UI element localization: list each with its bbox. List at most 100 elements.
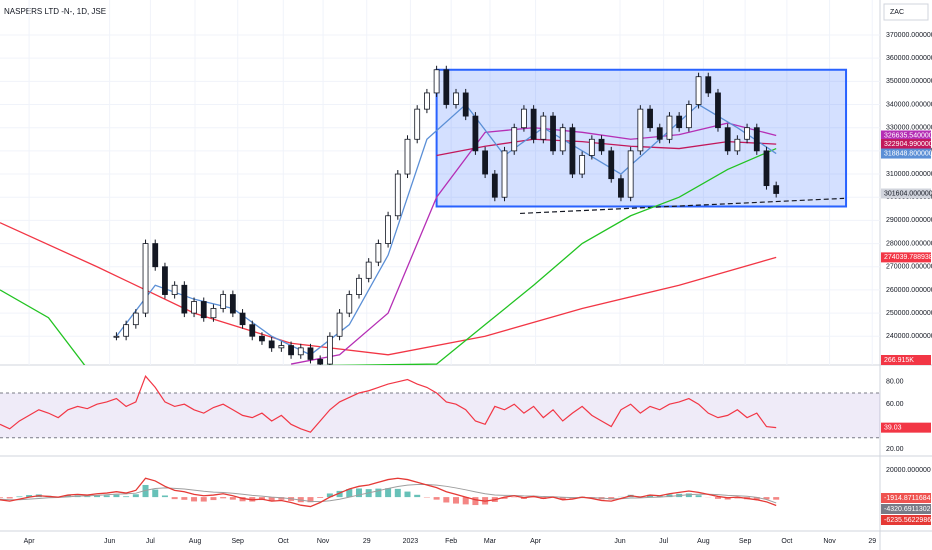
histogram-bar [355, 488, 362, 498]
y-tick-label: 280000.0000000 [886, 240, 932, 247]
x-tick-label: Apr [24, 538, 36, 545]
candle-body [637, 108, 644, 152]
histogram-bar [278, 497, 285, 500]
candle-body [239, 312, 246, 326]
candle-body [472, 115, 479, 152]
histogram-bar [414, 494, 421, 498]
value-tag-label: -4320.6911302 [884, 506, 931, 513]
candle-body [123, 324, 130, 337]
candle-body [530, 108, 537, 140]
histogram-bar [501, 497, 508, 499]
candle-body [482, 150, 489, 175]
candle-body [559, 127, 566, 152]
candle-body [336, 312, 343, 337]
histogram-bar [346, 489, 353, 498]
histogram-bar [16, 496, 23, 498]
x-tick-label: Oct [278, 538, 289, 545]
histogram-bar [472, 497, 479, 506]
value-tag [881, 188, 931, 199]
candle-body [744, 127, 750, 140]
x-tick-label: Nov [317, 538, 330, 545]
y-tick-label: 350000.0000000 [886, 78, 932, 85]
macd-pane [0, 477, 780, 508]
value-tag [881, 504, 931, 514]
macd-tick-label: 20000.000000 [886, 467, 931, 474]
candle-body [773, 185, 780, 194]
currency: ZAC [890, 9, 904, 16]
candle-body [521, 108, 527, 129]
candle-body [424, 92, 430, 110]
histogram-bar [462, 497, 469, 505]
candle-body [647, 108, 653, 129]
histogram-bar [685, 493, 692, 498]
histogram-bar [161, 495, 168, 498]
candle-body [695, 76, 702, 105]
rsi-tick-label: 20.00 [886, 446, 904, 453]
candle-body [385, 215, 391, 244]
histogram-bar [453, 497, 460, 504]
candle-body [763, 150, 770, 187]
y-tick-label: 370000.0000000 [886, 32, 932, 39]
histogram-bar [113, 494, 120, 498]
moving-average [115, 103, 777, 356]
y-tick-label: 340000.0000000 [886, 101, 932, 108]
candle-body [579, 155, 586, 175]
candle-body [326, 335, 333, 365]
candle-body [453, 92, 459, 105]
candle-body [666, 115, 673, 140]
axes: 370000.0000000 360000.0000000 350000.00000… [24, 32, 932, 545]
x-tick-label: Apr [530, 538, 542, 545]
candle-body [220, 294, 227, 309]
histogram-bar [6, 497, 13, 499]
x-tick-label: 29 [363, 538, 371, 545]
histogram-bar [220, 497, 227, 499]
candle-body [356, 277, 362, 295]
value-tag-label: 39.03 [884, 424, 902, 431]
histogram-bar [443, 497, 450, 503]
candle-body [152, 243, 159, 268]
histogram-bar [268, 497, 275, 502]
chart-title: NASPERS LTD -N-, 1D, JSE [4, 7, 106, 16]
y-tick-label: 240000.0000000 [886, 333, 932, 340]
histogram-bar [123, 496, 130, 498]
value-tag [881, 493, 931, 503]
x-tick-label: Jun [104, 538, 115, 545]
candle-body [229, 294, 236, 314]
candle-body [259, 335, 265, 342]
moving-average [0, 222, 777, 356]
x-tick-label: Oct [781, 538, 792, 545]
candle-body [753, 127, 760, 152]
histogram-bar [385, 488, 392, 498]
value-tag-label: -1914.8711684 [884, 495, 931, 502]
value-tag-label: 266.915K [884, 357, 914, 364]
value-tag [881, 515, 931, 525]
value-tag-label: 326635.5400000 [884, 132, 932, 139]
candle-body [200, 301, 207, 319]
value-tag-label: 318848.8000000 [884, 150, 932, 157]
candle-body [210, 308, 217, 319]
histogram-bar [191, 497, 198, 502]
candle-body [501, 150, 508, 198]
candle-body [511, 127, 518, 152]
candle-body [171, 284, 178, 295]
candle-body [588, 138, 595, 156]
histogram-bar [394, 488, 401, 498]
histogram-bar [656, 495, 663, 498]
candle-body [618, 178, 624, 198]
histogram-bar [152, 489, 159, 498]
histogram-bar [326, 493, 333, 498]
histogram-bar [336, 490, 343, 498]
histogram-bar [753, 497, 760, 500]
candle-body [676, 115, 683, 129]
y-tick-label: 260000.0000000 [886, 287, 932, 294]
trendline [520, 197, 845, 215]
value-tag [881, 252, 931, 263]
value-tag [881, 130, 931, 141]
x-tick-label: Mar [484, 538, 497, 545]
histogram-bar [200, 497, 207, 502]
value-tag-label: 274039.7889381 [884, 254, 932, 261]
histogram-bar [171, 497, 178, 500]
candle-body [598, 138, 605, 152]
y-tick-label: 270000.0000000 [886, 264, 932, 271]
candle-body [627, 150, 634, 198]
